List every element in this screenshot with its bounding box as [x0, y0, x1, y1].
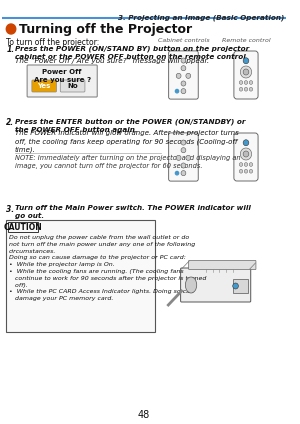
Circle shape [181, 140, 186, 145]
Text: Remote control: Remote control [222, 38, 270, 43]
Text: Turn off the Main Power switch. The POWER indicator will
go out.: Turn off the Main Power switch. The POWE… [15, 205, 251, 219]
FancyBboxPatch shape [189, 260, 256, 270]
Circle shape [243, 58, 249, 64]
Circle shape [176, 89, 178, 93]
Text: Cabinet controls: Cabinet controls [158, 38, 209, 43]
Circle shape [233, 283, 239, 289]
Text: Press the ENTER button or the POWER (ON/STANDBY) or
the POWER OFF button again.: Press the ENTER button or the POWER (ON/… [15, 118, 245, 133]
Text: CAUTION: CAUTION [4, 223, 43, 232]
Circle shape [6, 24, 16, 34]
Text: The “Power Off / Are you sure?” message will appear.: The “Power Off / Are you sure?” message … [15, 58, 209, 64]
Circle shape [239, 81, 243, 84]
Circle shape [181, 163, 186, 168]
Circle shape [186, 73, 191, 78]
Circle shape [181, 81, 186, 86]
Circle shape [176, 73, 181, 78]
Circle shape [244, 169, 248, 173]
Circle shape [239, 163, 243, 166]
Circle shape [244, 163, 248, 166]
Text: Yes: Yes [38, 83, 51, 89]
Circle shape [243, 151, 249, 157]
Circle shape [243, 140, 249, 146]
Text: Press the POWER (ON/STAND BY) button on the projector
cabinet or the POWER OFF b: Press the POWER (ON/STAND BY) button on … [15, 45, 249, 60]
Circle shape [249, 169, 253, 173]
Circle shape [244, 87, 248, 91]
Text: 1.: 1. [6, 45, 14, 54]
FancyBboxPatch shape [32, 80, 56, 92]
Circle shape [176, 155, 181, 160]
Text: 48: 48 [137, 410, 150, 420]
Circle shape [239, 87, 243, 91]
Circle shape [243, 69, 249, 75]
Circle shape [244, 81, 248, 84]
Text: Do not unplug the power cable from the wall outlet or do
not turn off the main p: Do not unplug the power cable from the w… [9, 235, 206, 301]
FancyBboxPatch shape [234, 133, 258, 181]
FancyBboxPatch shape [169, 51, 198, 99]
Circle shape [181, 89, 186, 94]
Circle shape [249, 163, 253, 166]
Circle shape [181, 148, 186, 153]
Circle shape [181, 66, 186, 71]
FancyBboxPatch shape [60, 80, 85, 92]
Circle shape [181, 170, 186, 176]
Text: The POWER indicator will glow orange. After the projector turns
off, the cooling: The POWER indicator will glow orange. Af… [15, 130, 238, 153]
FancyBboxPatch shape [234, 51, 258, 99]
Circle shape [239, 169, 243, 173]
Text: NOTE: Immediately after turning on the projector and displaying an
image, you ca: NOTE: Immediately after turning on the p… [15, 155, 240, 169]
Text: ⓧ: ⓧ [9, 26, 13, 32]
Circle shape [240, 66, 252, 78]
FancyBboxPatch shape [169, 133, 198, 181]
Circle shape [240, 148, 252, 160]
Text: To turn off the projector:: To turn off the projector: [6, 38, 100, 47]
Circle shape [181, 58, 186, 63]
FancyBboxPatch shape [181, 268, 251, 302]
Text: 2.: 2. [6, 118, 14, 127]
Text: 3. Projecting an Image (Basic Operation): 3. Projecting an Image (Basic Operation) [118, 14, 284, 21]
FancyBboxPatch shape [27, 65, 97, 97]
Text: Turning off the Projector: Turning off the Projector [19, 23, 192, 36]
Ellipse shape [185, 277, 197, 293]
Bar [233, 279, 248, 293]
Circle shape [249, 81, 253, 84]
Circle shape [249, 87, 253, 91]
Bar [6, 220, 155, 332]
Circle shape [186, 155, 191, 160]
Text: 3.: 3. [6, 205, 14, 214]
Circle shape [176, 171, 178, 175]
Text: Power Off
Are you sure ?: Power Off Are you sure ? [34, 69, 91, 83]
Bar [8, 222, 38, 232]
Text: No: No [67, 83, 78, 89]
